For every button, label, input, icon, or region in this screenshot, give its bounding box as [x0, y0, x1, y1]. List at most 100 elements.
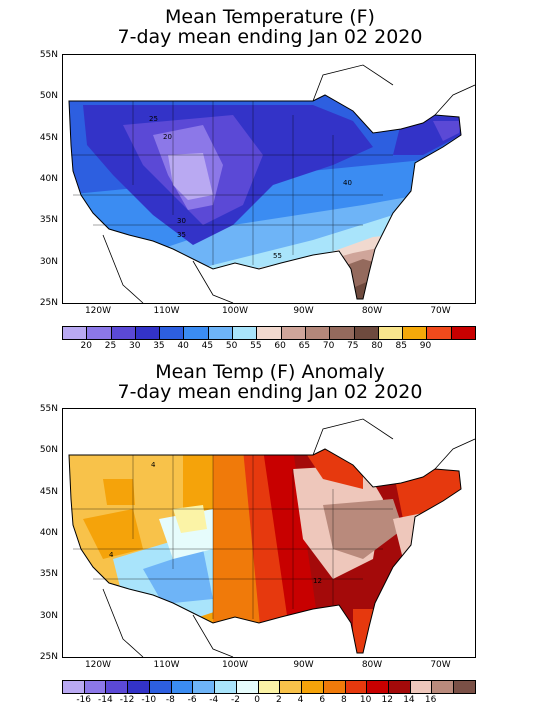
top-colorbar-swatch	[378, 327, 404, 339]
top-map: 25 20 30 35 40 55	[62, 54, 476, 304]
top-contour-label: 40	[343, 179, 352, 187]
top-lat-label: 30N	[39, 256, 58, 267]
bottom-colorbar-swatch	[84, 681, 107, 693]
bottom-colorbar-label: 8	[341, 695, 347, 705]
top-lon-label: 120W	[84, 306, 112, 316]
bottom-colorbar-swatch	[367, 681, 390, 693]
bottom-colorbar-label: -14	[98, 695, 113, 705]
top-colorbar-swatch	[208, 327, 234, 339]
bottom-colorbar-swatch	[410, 681, 433, 693]
bottom-colorbar-swatch	[128, 681, 150, 693]
top-lon-label: 80W	[361, 306, 383, 316]
bottom-lon-label: 70W	[430, 660, 451, 670]
top-lat-label: 45N	[39, 132, 58, 143]
bottom-colorbar-label: 4	[297, 695, 304, 705]
top-lat-label: 55N	[39, 50, 58, 60]
bottom-colorbar-swatch	[149, 681, 172, 693]
bottom-lat-label: 35N	[39, 569, 58, 580]
top-colorbar-label: 50	[225, 341, 238, 351]
bottom-lon-label: 100W	[221, 660, 249, 670]
top-lon-label: 70W	[430, 306, 451, 316]
bottom-lon-label: 80W	[361, 660, 383, 670]
bottom-lon-label: 120W	[84, 660, 112, 670]
top-colorbar-swatch	[427, 327, 452, 339]
bottom-colorbar-label: -4	[209, 695, 219, 705]
bottom-title-line1: Mean Temp (F) Anomaly	[155, 361, 385, 383]
top-colorbar-swatch	[354, 327, 379, 339]
top-contour-label: 35	[177, 231, 186, 239]
top-colorbar-label: 55	[250, 341, 262, 351]
top-colorbar-label: 40	[177, 341, 189, 351]
bottom-lat-label: 45N	[39, 486, 58, 497]
bottom-colorbar-label: 12	[381, 695, 393, 705]
bottom-colorbar-swatch	[432, 681, 455, 693]
bottom-colorbar	[62, 680, 476, 694]
top-lon-label: 90W	[293, 306, 314, 316]
top-colorbar-label: 90	[419, 341, 432, 351]
top-lat-label: 35N	[39, 215, 58, 226]
top-title-line1: Mean Temperature (F)	[165, 6, 375, 28]
top-colorbar-swatch	[111, 327, 136, 339]
top-contour-label: 25	[149, 115, 158, 123]
top-contour-label: 55	[273, 252, 282, 260]
bottom-colorbar-label: -10	[141, 695, 157, 705]
top-colorbar-swatch	[330, 327, 355, 339]
top-colorbar-label: 20	[80, 341, 92, 351]
top-colorbar-swatch	[63, 327, 88, 339]
top-contour-label: 30	[177, 217, 186, 225]
top-colorbar-label: 30	[128, 341, 141, 351]
bottom-map: 4 4 12	[62, 408, 476, 658]
bottom-colorbar-label: 0	[254, 695, 261, 705]
bottom-lat-label: 55N	[39, 404, 58, 414]
top-colorbar-swatch	[451, 327, 476, 339]
top-colorbar-label: 75	[347, 341, 359, 351]
bottom-lat-label: 50N	[39, 445, 58, 456]
bottom-lat-label: 40N	[39, 527, 58, 538]
top-colorbar	[62, 326, 476, 340]
bottom-colorbar-label: -16	[76, 695, 92, 705]
top-title-line2: 7-day mean ending Jan 02 2020	[117, 26, 423, 48]
bottom-colorbar-label: -12	[119, 695, 135, 705]
top-colorbar-swatch	[87, 327, 112, 339]
bottom-lon-label: 90W	[293, 660, 314, 670]
bottom-colorbar-label: 16	[424, 695, 437, 705]
bottom-colorbar-swatch	[106, 681, 129, 693]
bottom-colorbar-swatch	[193, 681, 216, 693]
bottom-colorbar-swatch	[323, 681, 346, 693]
bottom-colorbar-swatch	[236, 681, 259, 693]
bottom-colorbar-swatch	[258, 681, 281, 693]
top-lat-label: 50N	[39, 91, 58, 102]
top-colorbar-swatch	[281, 327, 306, 339]
top-lon-label: 110W	[153, 306, 180, 316]
bottom-colorbar-swatch	[63, 681, 85, 693]
bottom-title-line2: 7-day mean ending Jan 02 2020	[117, 381, 423, 403]
top-colorbar-label: 25	[104, 341, 117, 351]
top-colorbar-label: 65	[298, 341, 311, 351]
top-colorbar-swatch	[305, 327, 331, 339]
top-colorbar-label: 60	[274, 341, 286, 351]
top-colorbar-swatch	[233, 327, 258, 339]
top-lat-label: 25N	[39, 297, 58, 308]
bottom-colorbar-label: 14	[403, 695, 415, 705]
top-colorbar-swatch	[184, 327, 209, 339]
bottom-colorbar-label: -6	[187, 695, 197, 705]
bottom-colorbar-label: 10	[359, 695, 372, 705]
bottom-colorbar-label: -2	[230, 695, 240, 705]
bottom-colorbar-swatch	[302, 681, 324, 693]
top-contour-label: 20	[163, 133, 172, 141]
top-colorbar-label: 45	[201, 341, 214, 351]
top-lat-label: 40N	[39, 173, 58, 184]
bottom-colorbar-swatch	[454, 681, 475, 693]
bottom-contour-label: 12	[313, 577, 322, 585]
top-colorbar-label: 80	[371, 341, 383, 351]
top-colorbar-swatch	[257, 327, 282, 339]
bottom-colorbar-swatch	[215, 681, 237, 693]
top-colorbar-swatch	[403, 327, 428, 339]
bottom-lat-label: 25N	[39, 651, 58, 662]
bottom-contour-label: 4	[109, 551, 114, 559]
bottom-contour-label: 4	[151, 461, 156, 469]
bottom-colorbar-swatch	[171, 681, 194, 693]
bottom-lon-label: 110W	[153, 660, 180, 670]
bottom-colorbar-label: 6	[319, 695, 326, 705]
top-colorbar-swatch	[135, 327, 161, 339]
